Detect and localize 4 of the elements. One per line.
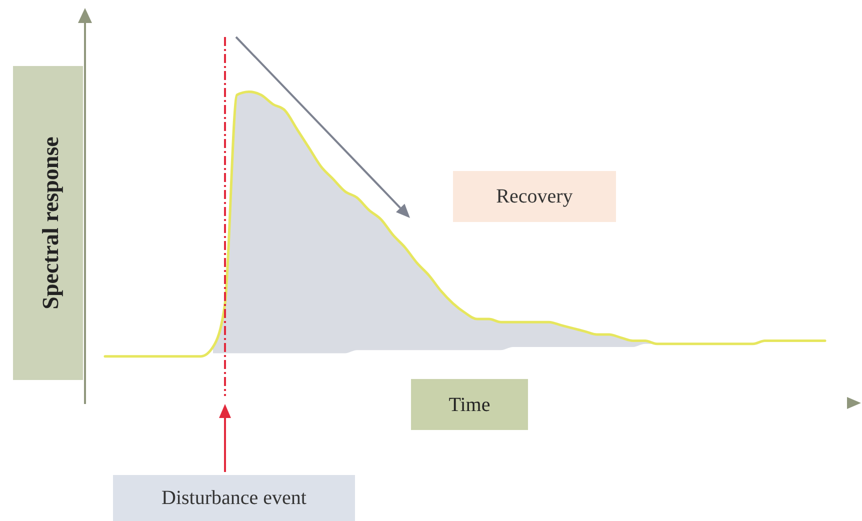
annotation: Recovery (496, 186, 573, 208)
y-axis-title: Spectral response (38, 136, 62, 310)
text: Disturbance event (162, 487, 307, 509)
x-axis-title: Time (448, 394, 490, 416)
